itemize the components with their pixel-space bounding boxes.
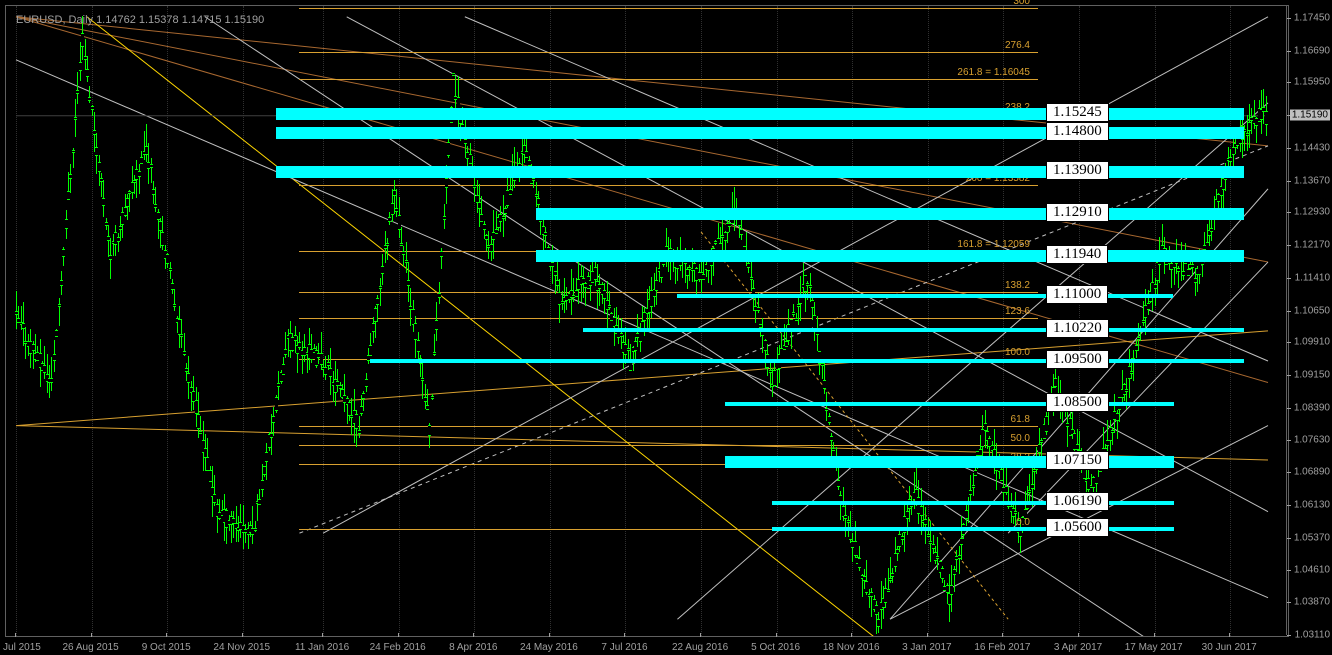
x-tick-label: 3 Apr 2017 <box>1054 642 1102 653</box>
fib-label: 261.8 = 1.16045 <box>957 67 1030 78</box>
x-tick-label: 8 Apr 2016 <box>449 642 497 653</box>
fib-line[interactable] <box>299 426 1038 427</box>
x-tick-label: 13 Jul 2015 <box>0 642 41 653</box>
x-tick-label: 18 Nov 2016 <box>823 642 880 653</box>
price-level-box[interactable]: 1.05600 <box>1046 518 1109 537</box>
fib-line[interactable] <box>299 185 1038 186</box>
fib-line[interactable] <box>299 52 1038 53</box>
fib-label: 161.8 = 1.12059 <box>957 239 1030 250</box>
fib-label: 123.6 <box>1005 306 1030 317</box>
x-tick-label: 24 May 2016 <box>520 642 578 653</box>
x-tick-label: 9 Oct 2015 <box>142 642 191 653</box>
fib-label: 300 <box>1013 0 1030 7</box>
x-tick-label: 16 Feb 2017 <box>974 642 1030 653</box>
y-tick-label: 1.06890 <box>1294 467 1330 478</box>
price-level-box[interactable]: 1.11940 <box>1046 245 1108 264</box>
trendline[interactable] <box>347 17 1268 512</box>
fib-label: 61.8 <box>1011 414 1030 425</box>
fib-line[interactable] <box>299 8 1038 9</box>
fib-line[interactable] <box>299 79 1038 80</box>
price-level-box[interactable]: 1.10220 <box>1046 319 1109 338</box>
fib-label: 100.0 <box>1005 347 1030 358</box>
price-level-box[interactable]: 1.11000 <box>1046 285 1108 304</box>
y-tick-label: 1.04610 <box>1294 565 1330 576</box>
x-tick-label: 3 Jan 2017 <box>902 642 952 653</box>
trendline[interactable] <box>299 146 1268 533</box>
y-tick-label: 1.08390 <box>1294 402 1330 413</box>
chart-container: EURUSD, Daily 1.14762 1.15378 1.14715 1.… <box>0 0 1332 655</box>
x-tick-label: 11 Jan 2016 <box>295 642 349 653</box>
x-tick-label: 17 May 2017 <box>1125 642 1183 653</box>
x-tick-label: 5 Oct 2016 <box>751 642 800 653</box>
x-tick-label: 24 Nov 2015 <box>213 642 270 653</box>
y-tick-label: 1.10650 <box>1294 305 1330 316</box>
y-tick-label: 1.12930 <box>1294 207 1330 218</box>
x-tick-label: 22 Aug 2016 <box>672 642 728 653</box>
price-level-box[interactable]: 1.07150 <box>1046 451 1109 470</box>
support-resistance-zone[interactable] <box>583 328 1244 332</box>
current-price-tag: 1.15190 <box>1290 110 1330 121</box>
fib-line[interactable] <box>299 445 1038 446</box>
y-tick-label: 1.03870 <box>1294 597 1330 608</box>
price-level-box[interactable]: 1.15245 <box>1046 103 1109 122</box>
y-tick-label: 1.14430 <box>1294 142 1330 153</box>
fib-label: 138.2 <box>1005 280 1030 291</box>
y-tick-label: 1.11410 <box>1295 272 1330 283</box>
price-level-box[interactable]: 1.08500 <box>1046 393 1109 412</box>
price-level-box[interactable]: 1.06190 <box>1046 492 1109 511</box>
y-tick-label: 1.05370 <box>1294 532 1330 543</box>
trendline[interactable] <box>465 17 1268 361</box>
y-tick-label: 1.06130 <box>1294 500 1330 511</box>
price-level-box[interactable]: 1.14800 <box>1046 122 1109 141</box>
y-tick-label: 1.12170 <box>1294 240 1330 251</box>
support-resistance-zone[interactable] <box>536 208 1245 220</box>
price-level-box[interactable]: 1.13900 <box>1046 161 1109 180</box>
y-tick-label: 1.09910 <box>1294 337 1330 348</box>
y-tick-label: 1.15950 <box>1294 77 1330 88</box>
support-resistance-zone[interactable] <box>772 527 1174 531</box>
y-tick-label: 1.17450 <box>1294 12 1330 23</box>
price-level-box[interactable]: 1.09500 <box>1046 350 1109 369</box>
x-axis: 13 Jul 201526 Aug 20159 Oct 201524 Nov 2… <box>5 635 1287 655</box>
chart-title: EURUSD, Daily 1.14762 1.15378 1.14715 1.… <box>16 14 264 26</box>
fib-line[interactable] <box>299 318 1038 319</box>
price-level-box[interactable]: 1.12910 <box>1046 203 1109 222</box>
fib-label: 276.4 <box>1005 40 1030 51</box>
y-tick-label: 1.07630 <box>1294 435 1330 446</box>
fib-label: 50.0 <box>1011 433 1030 444</box>
x-tick-label: 26 Aug 2015 <box>62 642 118 653</box>
support-resistance-zone[interactable] <box>370 359 1244 363</box>
y-tick-label: 1.13670 <box>1294 175 1330 186</box>
x-tick-label: 24 Feb 2016 <box>370 642 426 653</box>
x-tick-label: 7 Jul 2016 <box>601 642 647 653</box>
fib-line[interactable] <box>299 292 1038 293</box>
y-axis: 1.17450 1.16690 1.15950 1.15190 1.14430 1.136… <box>1286 5 1332 635</box>
y-tick-label: 1.16690 <box>1294 45 1330 56</box>
x-tick-label: 30 Jun 2017 <box>1202 642 1257 653</box>
y-tick-label: 1.09150 <box>1294 370 1330 381</box>
support-resistance-zone[interactable] <box>772 501 1174 505</box>
support-resistance-zone[interactable] <box>536 250 1245 262</box>
chart-plot-area[interactable]: EURUSD, Daily 1.14762 1.15378 1.14715 1.… <box>5 5 1289 637</box>
y-tick-label: 1.03110 <box>1295 630 1330 641</box>
